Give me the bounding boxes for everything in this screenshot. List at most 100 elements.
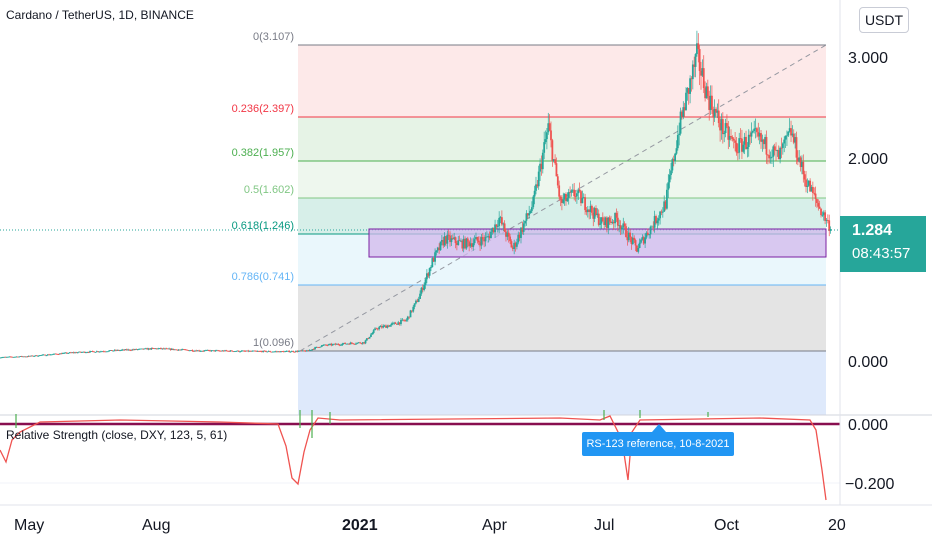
- candle-body: [702, 68, 705, 89]
- candle-body: [458, 240, 461, 242]
- rs-reference-note[interactable]: RS-123 reference, 10-8-2021: [582, 424, 734, 456]
- candle-body: [10, 356, 12, 358]
- candle-body: [346, 343, 349, 345]
- candlestick-series: [0, 30, 832, 359]
- candle-body: [45, 355, 48, 357]
- candle-body: [435, 250, 438, 253]
- candle-body: [630, 237, 633, 244]
- candle-body: [571, 189, 574, 191]
- candle-body: [200, 350, 203, 352]
- candle-body: [621, 227, 623, 230]
- candle-body: [634, 240, 637, 246]
- candle-body: [663, 201, 666, 212]
- currency-button[interactable]: USDT: [859, 7, 909, 33]
- candle-body: [552, 159, 555, 162]
- candle-body: [320, 345, 323, 347]
- candle-body: [153, 348, 156, 350]
- candle-body: [610, 221, 612, 224]
- fib-band-0-236: [298, 45, 826, 117]
- symbol-title[interactable]: Cardano / TetherUS, 1D, BINANCE: [6, 8, 194, 22]
- candle-body: [94, 352, 97, 353]
- candle-body: [325, 344, 327, 346]
- candle-body: [400, 320, 402, 325]
- candle-body: [450, 238, 453, 243]
- candle-body: [559, 196, 562, 199]
- candle-body: [769, 157, 772, 159]
- candle-body: [164, 348, 166, 350]
- candle-body: [375, 328, 378, 330]
- candle-body: [416, 300, 419, 302]
- candle-body: [747, 134, 750, 147]
- candle-body: [730, 135, 732, 138]
- candle-body: [513, 242, 516, 250]
- candle-body: [809, 180, 812, 192]
- candle-body: [818, 206, 821, 209]
- candle-body: [667, 182, 670, 190]
- candle-body: [578, 189, 581, 192]
- candle-body: [376, 328, 379, 330]
- last-price-value: 1.284: [852, 222, 893, 239]
- candle-body: [179, 349, 181, 351]
- candle-body: [738, 138, 741, 153]
- candle-body: [340, 344, 342, 346]
- candle-body: [406, 316, 409, 320]
- candle-body: [180, 349, 183, 351]
- candle-body: [214, 350, 217, 352]
- candle-body: [803, 174, 806, 180]
- candle-body: [300, 350, 303, 352]
- candle-body: [424, 279, 427, 285]
- candle-body: [301, 350, 304, 352]
- candle-body: [657, 218, 660, 221]
- candle-body: [297, 351, 300, 352]
- candle-body: [596, 213, 599, 215]
- candle-body: [398, 322, 401, 325]
- fib-label-0382: 0.382(1.957): [232, 147, 294, 159]
- candle-body: [685, 92, 687, 111]
- candle-body: [334, 343, 337, 345]
- candle-body: [629, 232, 631, 238]
- candle-body: [520, 227, 522, 238]
- time-label-oct: Oct: [714, 517, 739, 534]
- indicator-legend[interactable]: Relative Strength (close, DXY, 123, 5, 6…: [6, 428, 228, 442]
- candle-body: [693, 64, 696, 67]
- candle-body: [87, 352, 90, 354]
- candle-body: [150, 348, 153, 350]
- candle-body: [7, 356, 10, 358]
- candle-body: [256, 351, 259, 352]
- candle-body: [445, 236, 447, 244]
- candle-body: [254, 350, 256, 352]
- candle-body: [14, 356, 16, 358]
- candle-body: [228, 350, 231, 352]
- candle-body: [121, 349, 124, 351]
- candle-body: [545, 132, 548, 140]
- candle-body: [814, 193, 817, 200]
- candle-body: [280, 351, 282, 353]
- candle-body: [761, 139, 764, 142]
- candle-body: [561, 198, 563, 203]
- candle-body: [638, 242, 641, 248]
- candle-body: [359, 342, 361, 344]
- candle-body: [337, 343, 340, 345]
- candle-body: [157, 348, 160, 350]
- candle-body: [175, 349, 177, 351]
- candle-body: [76, 352, 79, 354]
- candle-body: [226, 350, 229, 352]
- rs-tick-minus-0-2: −0.200: [845, 476, 894, 493]
- candle-body: [260, 351, 263, 353]
- candle-body: [727, 126, 730, 140]
- candle-body: [768, 155, 771, 159]
- candle-body: [574, 196, 577, 197]
- candle-body: [475, 237, 477, 240]
- candle-body: [485, 236, 488, 238]
- candle-body: [67, 353, 70, 354]
- candle-body: [515, 242, 518, 247]
- fib-retracement[interactable]: 0(3.107) 0.236(2.397) 0.382(1.957) 0.5(1…: [232, 31, 827, 415]
- candle-body: [698, 49, 701, 71]
- candle-body: [420, 287, 423, 294]
- candle-body: [780, 147, 783, 149]
- candle-body: [535, 184, 537, 191]
- candle-body: [341, 343, 344, 345]
- candle-body: [361, 342, 364, 344]
- candle-body: [455, 243, 458, 246]
